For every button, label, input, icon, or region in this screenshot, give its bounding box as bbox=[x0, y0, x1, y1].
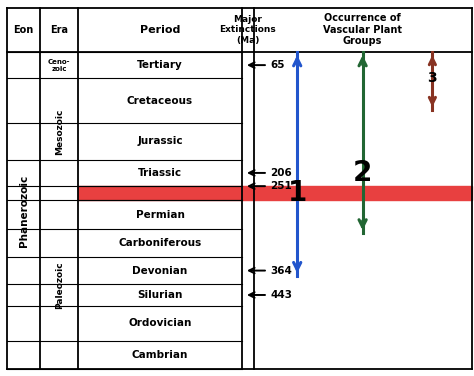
Text: Permian: Permian bbox=[136, 210, 184, 220]
Text: Period: Period bbox=[140, 25, 180, 35]
Text: Cretaceous: Cretaceous bbox=[127, 96, 193, 106]
Text: Era: Era bbox=[50, 25, 68, 35]
Text: Mesozoic: Mesozoic bbox=[55, 109, 64, 155]
Text: 2: 2 bbox=[353, 159, 372, 187]
Text: Carboniferous: Carboniferous bbox=[118, 238, 201, 248]
Text: Ceno-
zoic: Ceno- zoic bbox=[48, 59, 71, 71]
Text: 65: 65 bbox=[270, 60, 285, 70]
Text: Eon: Eon bbox=[14, 25, 34, 35]
Text: Occurrence of
Vascular Plant
Groups: Occurrence of Vascular Plant Groups bbox=[323, 13, 402, 46]
Text: 1: 1 bbox=[288, 179, 307, 207]
Text: Major
Extinctions
(Ma): Major Extinctions (Ma) bbox=[219, 15, 276, 45]
Bar bbox=[78, 186, 472, 200]
Text: 206: 206 bbox=[270, 168, 292, 178]
Text: Tertiary: Tertiary bbox=[137, 60, 183, 70]
Text: 364: 364 bbox=[270, 265, 292, 276]
Text: Phanerozoic: Phanerozoic bbox=[18, 174, 29, 247]
Text: 251: 251 bbox=[270, 181, 292, 191]
Text: Silurian: Silurian bbox=[137, 290, 182, 300]
Text: Paleozoic: Paleozoic bbox=[55, 261, 64, 309]
Text: Triassic: Triassic bbox=[138, 168, 182, 178]
Text: Devonian: Devonian bbox=[132, 265, 188, 276]
Text: Jurassic: Jurassic bbox=[137, 136, 183, 146]
Text: Cambrian: Cambrian bbox=[132, 350, 188, 360]
Text: 443: 443 bbox=[270, 290, 292, 300]
Text: Ordovician: Ordovician bbox=[128, 318, 191, 329]
Text: 3: 3 bbox=[428, 71, 437, 85]
